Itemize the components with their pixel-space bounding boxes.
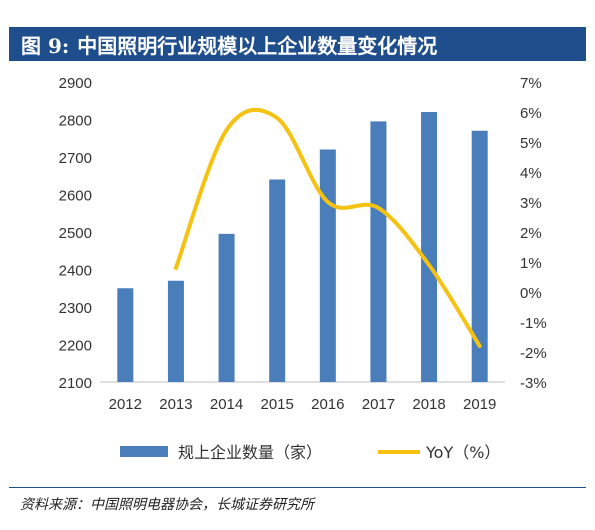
bar bbox=[319, 149, 336, 382]
y-left-tick-label: 2300 bbox=[59, 300, 92, 317]
y-left-tick-label: 2700 bbox=[59, 150, 92, 167]
y-left-tick-label: 2600 bbox=[59, 188, 92, 205]
legend-label-bar: 规上企业数量（家） bbox=[178, 443, 322, 462]
bar bbox=[218, 233, 235, 382]
y-right-tick-label: 7% bbox=[520, 75, 542, 92]
chart: 2100 2200 2300 2400 2500 2600 2700 2800 2900 -3% -… bbox=[59, 75, 547, 462]
bar bbox=[269, 179, 286, 382]
x-tick-label: 2014 bbox=[210, 396, 243, 413]
y-left-tick-label: 2800 bbox=[59, 113, 92, 130]
source-note: 资料来源：中国照明电器协会，长城证券研究所 bbox=[20, 497, 314, 513]
y-right-tick-label: 3% bbox=[520, 195, 542, 212]
y-right-tick-label: 2% bbox=[520, 225, 542, 242]
yoy-line bbox=[173, 107, 482, 348]
x-tick-label: 2019 bbox=[463, 396, 496, 413]
y-left-tick-label: 2400 bbox=[59, 263, 92, 280]
title-bar: 图 9: 中国照明行业规模以上企业数量变化情况 bbox=[9, 27, 586, 61]
x-tick-label: 2015 bbox=[261, 396, 294, 413]
x-tick-label: 2018 bbox=[412, 396, 445, 413]
x-tick-label: 2012 bbox=[109, 396, 142, 413]
legend-swatch-bar bbox=[120, 446, 168, 457]
y-right-tick-label: 1% bbox=[520, 255, 542, 272]
x-tick-label: 2017 bbox=[362, 396, 395, 413]
bar bbox=[421, 112, 438, 382]
y-right-tick-label: 0% bbox=[520, 285, 542, 302]
y-right-tick-label: -1% bbox=[520, 315, 547, 332]
bar bbox=[117, 288, 134, 382]
legend-label-line: YoY（%） bbox=[425, 443, 500, 462]
figure-title: 中国照明行业规模以上企业数量变化情况 bbox=[77, 33, 438, 58]
y-left-tick-label: 2500 bbox=[59, 225, 92, 242]
y-left-tick-label: 2200 bbox=[59, 338, 92, 355]
bar bbox=[167, 280, 184, 382]
y-left-tick-label: 2900 bbox=[59, 75, 92, 92]
y-right-tick-label: -3% bbox=[520, 375, 547, 392]
figure-label: 图 9: bbox=[21, 33, 70, 58]
x-tick-label: 2013 bbox=[159, 396, 192, 413]
source-divider bbox=[9, 487, 586, 488]
bar bbox=[370, 121, 387, 382]
y-left-tick-label: 2100 bbox=[59, 375, 92, 392]
y-right-tick-label: -2% bbox=[520, 345, 547, 362]
y-right-tick-label: 4% bbox=[520, 165, 542, 182]
chart-title: 图 9: 中国照明行业规模以上企业数量变化情况 bbox=[9, 30, 437, 59]
y-right-tick-label: 6% bbox=[520, 105, 542, 122]
y-right-tick-label: 5% bbox=[520, 135, 542, 152]
x-tick-label: 2016 bbox=[311, 396, 344, 413]
bar bbox=[471, 130, 488, 382]
